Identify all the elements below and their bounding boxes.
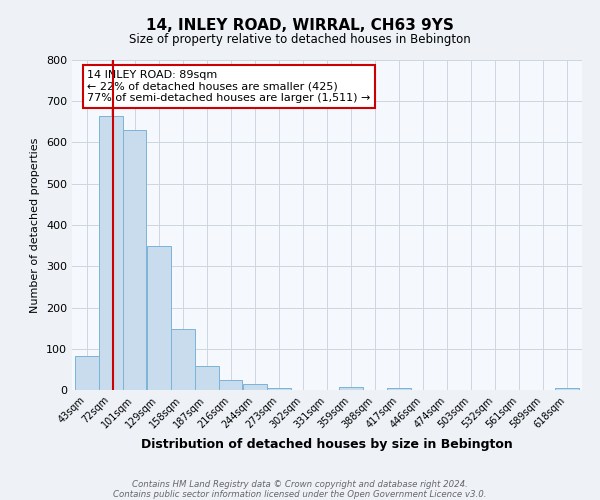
Bar <box>195 366 219 390</box>
Bar <box>242 384 266 390</box>
Bar <box>339 386 363 390</box>
Bar <box>388 388 412 390</box>
Bar <box>123 130 146 390</box>
Bar <box>267 388 291 390</box>
Y-axis label: Number of detached properties: Number of detached properties <box>31 138 40 312</box>
Text: Size of property relative to detached houses in Bebington: Size of property relative to detached ho… <box>129 32 471 46</box>
Text: Contains HM Land Registry data © Crown copyright and database right 2024.: Contains HM Land Registry data © Crown c… <box>132 480 468 489</box>
Text: Contains public sector information licensed under the Open Government Licence v3: Contains public sector information licen… <box>113 490 487 499</box>
Text: 14 INLEY ROAD: 89sqm
← 22% of detached houses are smaller (425)
77% of semi-deta: 14 INLEY ROAD: 89sqm ← 22% of detached h… <box>88 70 371 103</box>
X-axis label: Distribution of detached houses by size in Bebington: Distribution of detached houses by size … <box>141 438 513 451</box>
Bar <box>146 246 170 390</box>
Bar <box>219 380 242 390</box>
Bar <box>171 329 195 390</box>
Bar <box>74 356 98 390</box>
Text: 14, INLEY ROAD, WIRRAL, CH63 9YS: 14, INLEY ROAD, WIRRAL, CH63 9YS <box>146 18 454 32</box>
Bar <box>556 388 580 390</box>
Bar <box>99 116 123 390</box>
